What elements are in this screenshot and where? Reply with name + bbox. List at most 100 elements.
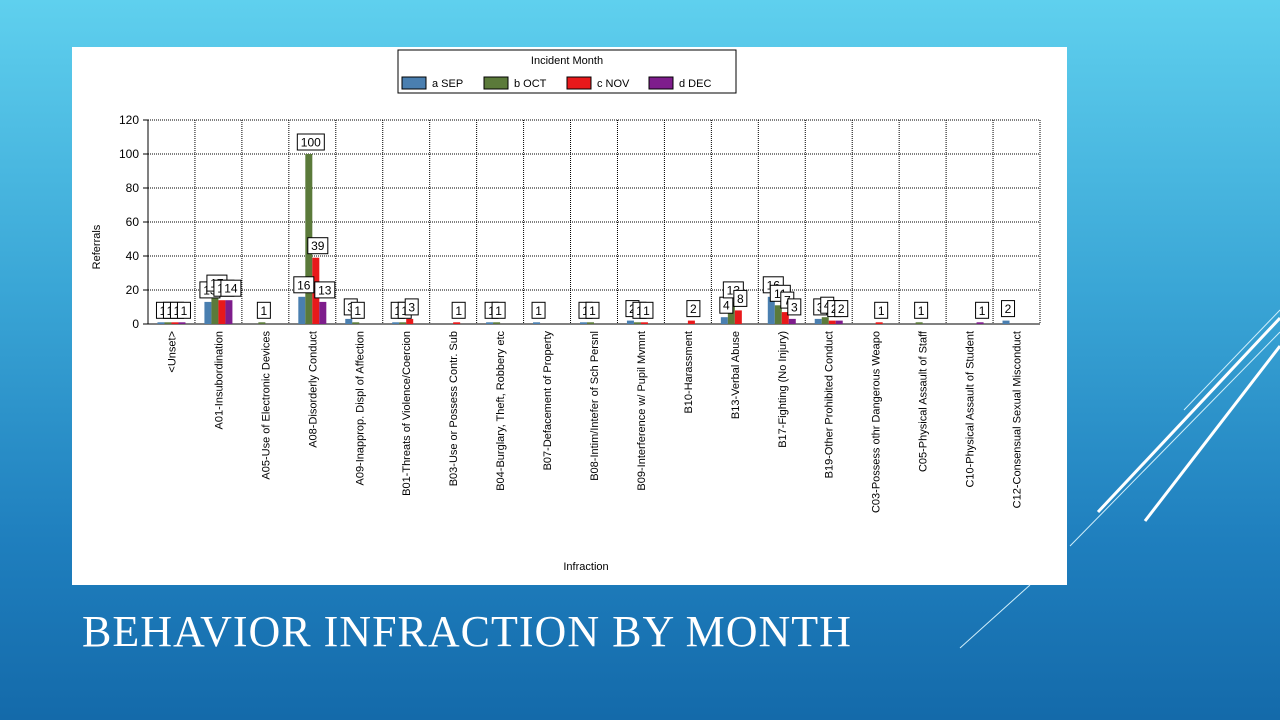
data-label-box bbox=[451, 301, 466, 319]
bar bbox=[399, 322, 407, 324]
data-label-box bbox=[491, 301, 506, 319]
data-label: 2 bbox=[838, 302, 845, 316]
data-label: 1 bbox=[589, 304, 596, 318]
bar bbox=[720, 317, 728, 324]
x-tick-label: B03-Use or Possess Contr. Sub bbox=[448, 331, 460, 486]
bar bbox=[406, 318, 414, 324]
bar bbox=[211, 295, 219, 324]
x-tick-label: B10-Harassment bbox=[683, 331, 695, 414]
data-label: 13 bbox=[318, 283, 332, 297]
x-tick-label: B13-Verbal Abuse bbox=[730, 331, 742, 419]
legend-swatch bbox=[648, 76, 674, 90]
legend-entry: b OCT bbox=[514, 78, 547, 90]
data-label-box bbox=[585, 301, 600, 319]
chart-panel: Incident Month a SEP b OCT c NOV d DEC 0 20 4… bbox=[72, 47, 1067, 585]
y-tick-label: 120 bbox=[119, 113, 139, 127]
bar bbox=[319, 301, 327, 324]
data-label-box bbox=[176, 301, 191, 319]
data-label-box bbox=[686, 300, 701, 318]
data-label-box bbox=[293, 276, 315, 294]
bar bbox=[788, 318, 796, 324]
data-label: 2 bbox=[690, 302, 697, 316]
legend-entry: c NOV bbox=[597, 78, 630, 90]
bar bbox=[976, 322, 984, 324]
bar bbox=[734, 310, 742, 324]
y-tick-label: 20 bbox=[126, 283, 140, 297]
x-tick-label: A01-Insubordination bbox=[213, 331, 225, 429]
x-tick-label: A09-Inapprop. Displ of Affection bbox=[354, 331, 366, 486]
slide-title: BEHAVIOR INFRACTION BY MONTH bbox=[82, 607, 852, 656]
data-label-box bbox=[787, 298, 802, 316]
data-label-box bbox=[296, 133, 325, 151]
y-tick-label: 0 bbox=[132, 317, 139, 331]
data-label-box bbox=[733, 289, 748, 307]
bar bbox=[633, 322, 641, 324]
data-label: 1 bbox=[261, 304, 268, 318]
x-tick-label: B08-Intim/Intefer of Sch Persnl bbox=[589, 331, 601, 481]
x-tick-label: B07-Defacement of Property bbox=[542, 331, 554, 471]
x-tick-label: B04-Burglary, Theft, Robbery etc bbox=[495, 331, 507, 491]
bar bbox=[493, 322, 501, 324]
data-label-box bbox=[531, 301, 546, 319]
bar bbox=[157, 322, 165, 324]
bar bbox=[392, 322, 400, 324]
data-label: 14 bbox=[224, 282, 238, 296]
bar bbox=[774, 305, 782, 324]
data-label-box bbox=[1001, 300, 1016, 318]
data-label-box bbox=[639, 301, 654, 319]
y-tick-label: 100 bbox=[119, 147, 139, 161]
y-tick-label: 60 bbox=[126, 215, 140, 229]
bar bbox=[453, 322, 461, 324]
y-tick-label: 40 bbox=[126, 249, 140, 263]
x-tick-label: C10-Physical Assault of Student bbox=[965, 331, 977, 488]
x-tick-label: C03-Possess othr Dangerous Weapo bbox=[871, 331, 883, 513]
data-label: 1 bbox=[535, 304, 542, 318]
bar bbox=[835, 320, 843, 324]
x-tick-label: B09-Interference w/ Pupil Mvmnt bbox=[636, 331, 648, 491]
data-label: 16 bbox=[297, 278, 311, 292]
legend-entry: a SEP bbox=[432, 78, 463, 90]
data-label-box bbox=[834, 300, 849, 318]
data-label: 3 bbox=[408, 300, 415, 314]
x-tick-label: <Unset> bbox=[166, 331, 178, 373]
x-tick-label: B17-Fighting (No Injury) bbox=[777, 331, 789, 448]
bar bbox=[828, 320, 836, 324]
data-label: 1 bbox=[495, 304, 502, 318]
bar bbox=[767, 296, 775, 324]
deco-line-1 bbox=[1096, 316, 1280, 514]
bar bbox=[345, 318, 353, 324]
data-label-box bbox=[975, 301, 990, 319]
bar bbox=[204, 301, 212, 324]
bar bbox=[164, 322, 172, 324]
bar bbox=[814, 318, 822, 324]
legend-swatch bbox=[483, 76, 509, 90]
x-axis-label: Infraction bbox=[563, 561, 608, 573]
data-label-box bbox=[307, 237, 329, 255]
bar bbox=[687, 320, 695, 324]
category-labels: <Unset> A01-Insubordination A05-Use of Ele… bbox=[166, 330, 1023, 513]
bar bbox=[352, 322, 360, 324]
bars bbox=[157, 154, 1010, 324]
data-label: 100 bbox=[301, 136, 321, 150]
x-tick-label: A05-Use of Electronic Devices bbox=[260, 331, 272, 480]
bar bbox=[258, 322, 266, 324]
x-tick-label: C12-Consensual Sexual Misconduct bbox=[1012, 331, 1024, 508]
data-label: 1 bbox=[918, 304, 925, 318]
bar bbox=[486, 322, 494, 324]
grid bbox=[147, 119, 1041, 325]
legend-swatch bbox=[566, 76, 592, 90]
deco-line-4 bbox=[1069, 331, 1280, 547]
deco-line-5 bbox=[959, 584, 1031, 649]
deco-line-2 bbox=[1143, 345, 1280, 522]
bar bbox=[171, 322, 179, 324]
legend-swatch bbox=[401, 76, 427, 90]
legend: Incident Month a SEP b OCT c NOV d DEC bbox=[397, 49, 737, 94]
data-label-box bbox=[350, 301, 365, 319]
data-label: 4 bbox=[723, 299, 730, 313]
data-label: 1 bbox=[354, 304, 361, 318]
bar bbox=[225, 300, 233, 324]
data-label-box bbox=[874, 301, 889, 319]
data-label: 2 bbox=[1005, 302, 1012, 316]
data-label-box bbox=[404, 298, 419, 316]
data-label: 1 bbox=[643, 304, 650, 318]
